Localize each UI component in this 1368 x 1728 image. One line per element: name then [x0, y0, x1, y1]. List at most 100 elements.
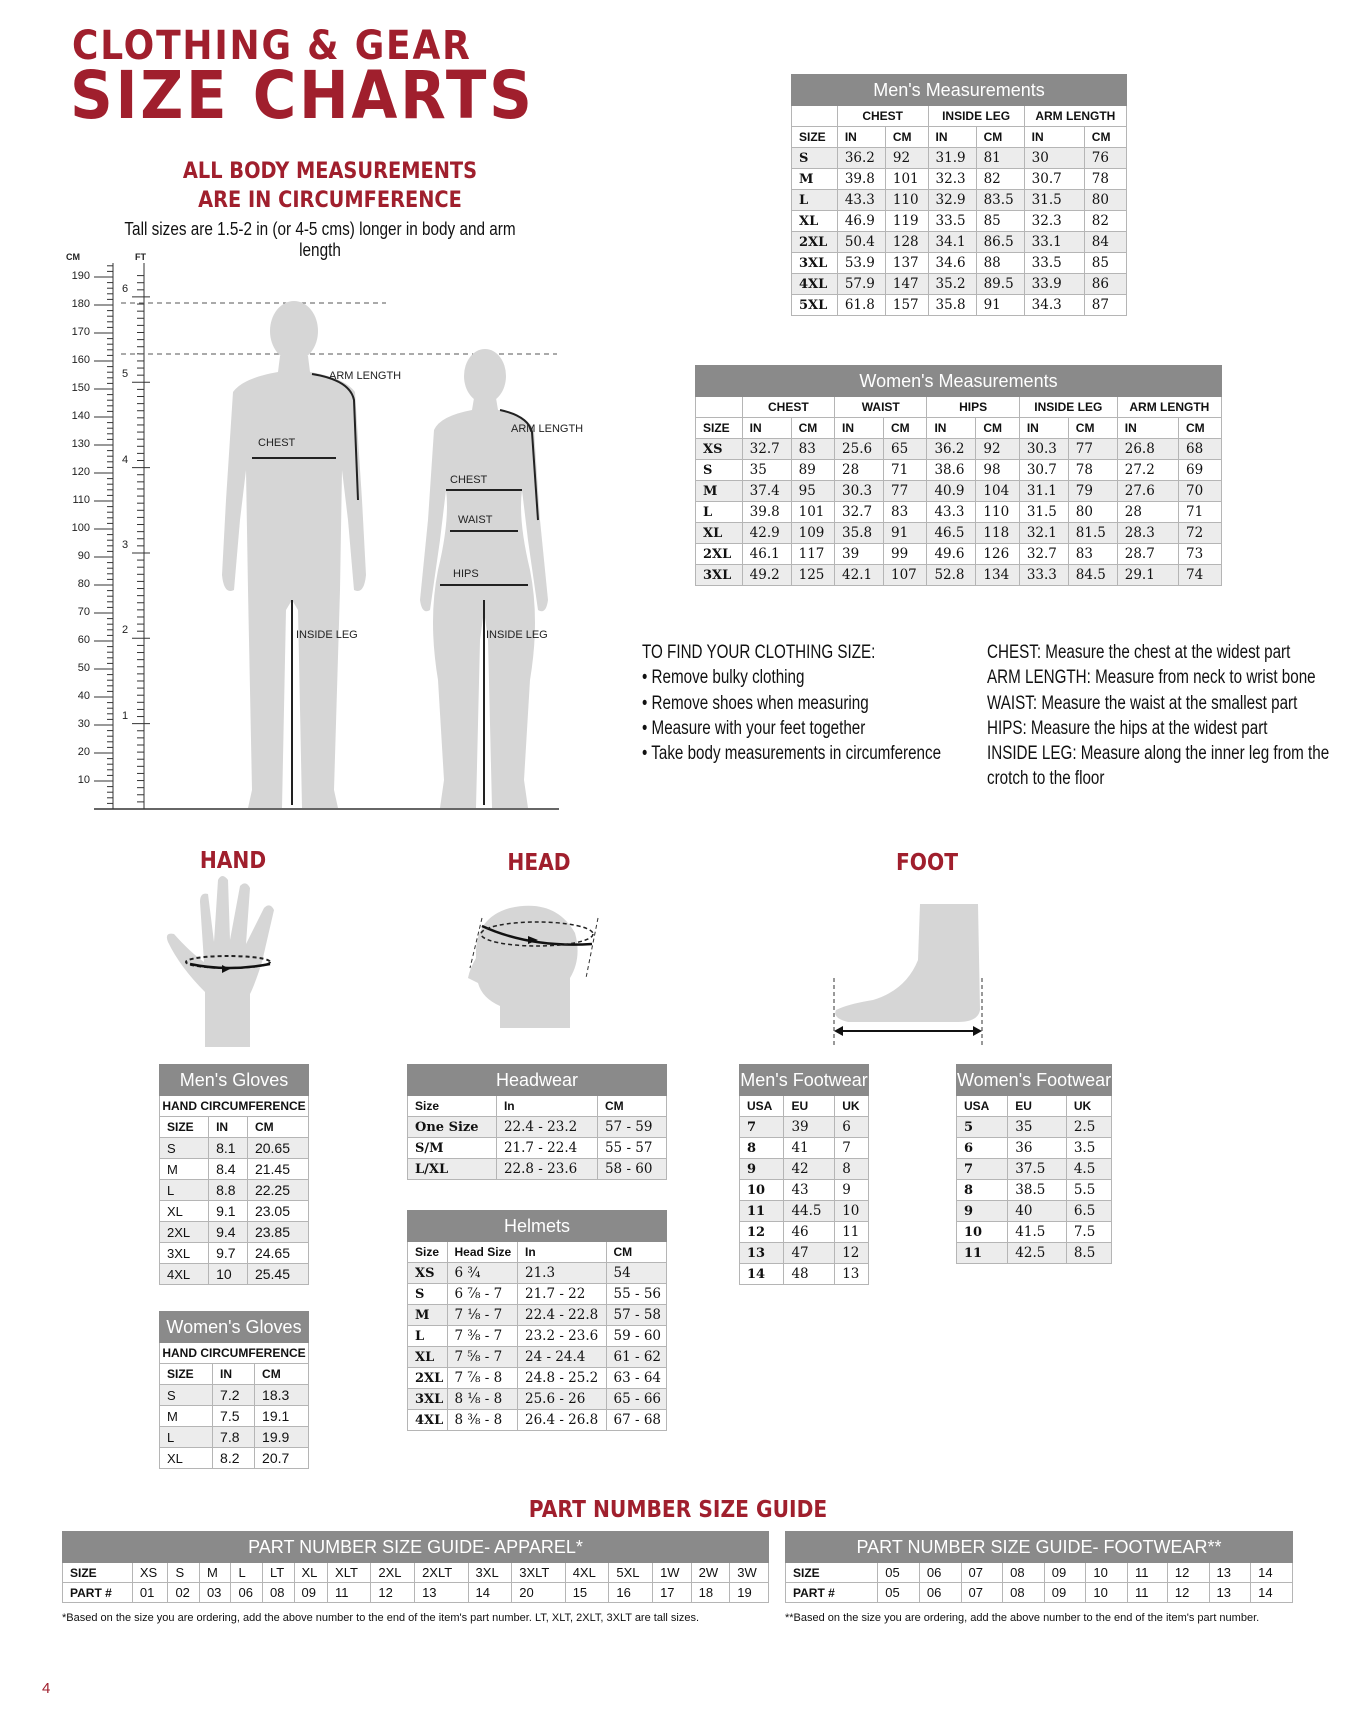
- table-cell: 11: [327, 1582, 372, 1603]
- table-cell: 11: [738, 1200, 785, 1222]
- table-cell: 16: [608, 1582, 654, 1603]
- table-row: 11 44.5 10: [738, 1200, 869, 1222]
- table-cell: 89.5: [975, 273, 1025, 295]
- table-row: L 43.3 110 32.9 83.5 31.5 80: [791, 189, 1128, 211]
- table-cell: 27.6: [1116, 480, 1179, 502]
- column-header: CM: [596, 1095, 668, 1117]
- table-cell: 33.5: [927, 210, 977, 232]
- table-cell: 13: [834, 1263, 869, 1285]
- table-cell: 31.9: [927, 147, 977, 169]
- column-header: CM: [882, 417, 928, 439]
- table-cell: 11: [1127, 1582, 1168, 1603]
- man-inside-leg-label: INSIDE LEG: [296, 629, 358, 641]
- table-cell: 2W: [690, 1562, 731, 1583]
- table-cell: 5XL: [791, 294, 838, 316]
- table-cell: 7: [738, 1116, 785, 1138]
- instruction-step: • Remove shoes when measuring: [642, 692, 869, 714]
- table-cell: 89: [790, 459, 836, 481]
- mens-measurements-table: Men's Measurements CHEST INSIDE LEG ARM LEN…: [791, 74, 1128, 316]
- column-header: EU: [1007, 1095, 1067, 1117]
- column-header: IN: [1018, 417, 1069, 439]
- table-cell: 32.7: [741, 438, 792, 460]
- table-cell: 21.7 - 22: [516, 1283, 607, 1305]
- table-row: L 8.8 22.25: [158, 1179, 310, 1201]
- table-cell: 32.1: [1018, 522, 1069, 544]
- table-cell: 99: [882, 543, 928, 565]
- column-header: In: [495, 1095, 598, 1117]
- table-title: Men's Gloves: [159, 1064, 309, 1096]
- table-cell: 32.3: [1023, 210, 1085, 232]
- table-cell: 46.1: [741, 543, 792, 565]
- circumference-note-line2: ARE IN CIRCUMFERENCE: [198, 188, 462, 213]
- definition-text: Measure the waist at the smallest part: [1037, 692, 1298, 714]
- table-cell: 34.1: [927, 231, 977, 253]
- table-cell: 41: [783, 1137, 836, 1159]
- table-cell: 50.4: [836, 231, 886, 253]
- cm-tick-label: 100: [71, 522, 90, 534]
- table-cell: 23.85: [246, 1221, 310, 1243]
- table-cell: 125: [790, 564, 836, 586]
- table-cell: 41.5: [1007, 1221, 1067, 1243]
- column-header: IN: [212, 1363, 256, 1385]
- table-cell: 43.3: [836, 189, 886, 211]
- table-cell: 35: [741, 459, 792, 481]
- table-row: 10 41.5 7.5: [955, 1221, 1113, 1243]
- part-number-footwear-table: PART NUMBER SIZE GUIDE- FOOTWEAR** SIZE 05…: [784, 1531, 1293, 1603]
- cm-tick-label: 60: [77, 634, 90, 646]
- definition-term: INSIDE LEG:: [987, 743, 1077, 765]
- table-cell: 28: [1116, 501, 1179, 523]
- table-cell: 104: [975, 480, 1020, 502]
- column-header: EU: [783, 1095, 836, 1117]
- table-cell: PART #: [784, 1582, 879, 1603]
- table-cell: 08: [1002, 1562, 1045, 1583]
- table-cell: 46: [783, 1221, 836, 1243]
- table-cell: 91: [882, 522, 928, 544]
- table-cell: One Size: [407, 1116, 497, 1138]
- table-row: M 7.5 19.1: [158, 1405, 309, 1427]
- table-cell: S: [407, 1283, 448, 1305]
- table-cell: 24 - 24.4: [516, 1346, 607, 1368]
- table-cell: 83: [882, 501, 928, 523]
- table-cell: 20.65: [246, 1137, 310, 1159]
- table-cell: 58 - 60: [596, 1158, 668, 1180]
- table-cell: 42: [783, 1158, 836, 1180]
- table-cell: 87: [1083, 294, 1128, 316]
- table-cell: 81: [975, 147, 1025, 169]
- table-cell: 19: [729, 1582, 769, 1603]
- table-row: 9 42 8: [738, 1158, 869, 1180]
- table-title: Men's Footwear: [739, 1064, 869, 1096]
- table-cell: 110: [884, 189, 929, 211]
- table-cell: 08: [1002, 1582, 1045, 1603]
- table-row: S/M 21.7 - 22.4 55 - 57: [407, 1137, 668, 1159]
- column-header: CM: [790, 417, 836, 439]
- column-header: Size: [407, 1095, 497, 1117]
- table-cell: 67 - 68: [605, 1409, 667, 1431]
- table-cell: SIZE: [62, 1562, 133, 1583]
- man-arm-length-label: ARM LENGTH: [329, 370, 402, 382]
- table-cell: 24.8 - 25.2: [516, 1367, 607, 1389]
- table-row: 10 43 9: [738, 1179, 869, 1201]
- table-cell: 22.8 - 23.6: [495, 1158, 598, 1180]
- table-cell: 80: [1067, 501, 1118, 523]
- table-row: M 37.4 95 30.3 77 40.9 104 31.1 79 27.6 70: [695, 480, 1223, 502]
- table-cell: 7.5: [212, 1405, 256, 1427]
- table-cell: 77: [882, 480, 928, 502]
- table-cell: 2XLT: [414, 1562, 469, 1583]
- table-row: XL 7 ⅝ - 7 24 - 24.4 61 - 62: [407, 1346, 667, 1368]
- table-cell: 14: [1250, 1562, 1293, 1583]
- table-cell: 2XL: [695, 543, 743, 565]
- woman-inside-leg-label: INSIDE LEG: [486, 629, 548, 641]
- cm-tick-label: 40: [77, 690, 90, 702]
- table-cell: 134: [975, 564, 1020, 586]
- table-cell: 19.1: [254, 1405, 309, 1427]
- table-cell: 03: [198, 1582, 232, 1603]
- column-header: IN: [208, 1116, 248, 1138]
- column-header: IN: [1116, 417, 1179, 439]
- column-header: SIZE: [158, 1116, 210, 1138]
- table-cell: 07: [960, 1582, 1004, 1603]
- table-cell: 55 - 56: [605, 1283, 667, 1305]
- column-header: CM: [1067, 417, 1118, 439]
- table-cell: M: [407, 1304, 448, 1326]
- table-row: 3XL 49.2 125 42.1 107 52.8 134 33.3 84.5 29.1 74: [695, 564, 1223, 586]
- table-row: 2XL 7 ⅞ - 8 24.8 - 25.2 63 - 64: [407, 1367, 667, 1389]
